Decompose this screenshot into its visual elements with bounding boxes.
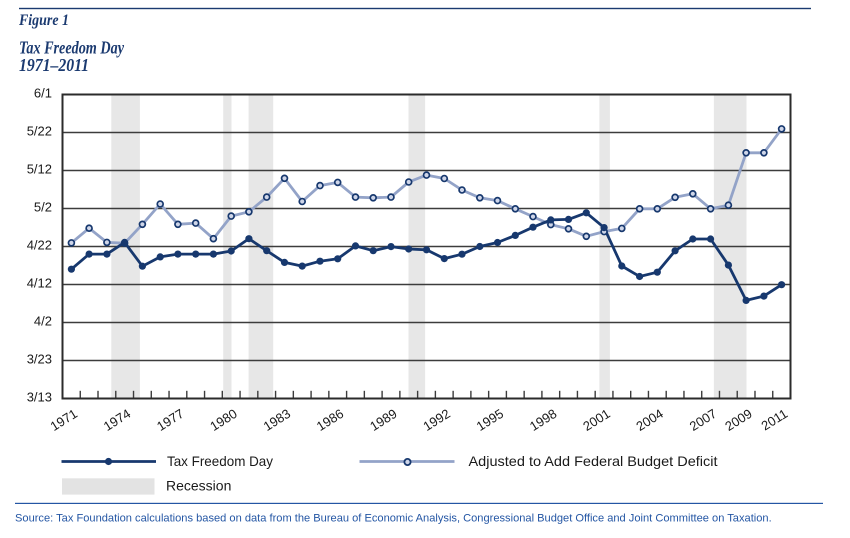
svg-text:Source: Tax Foundation calcula: Source: Tax Foundation calculations base… <box>15 513 772 525</box>
svg-text:Figure 1: Figure 1 <box>18 12 69 29</box>
svg-text:5/22: 5/22 <box>27 124 52 139</box>
svg-text:4/12: 4/12 <box>27 276 52 291</box>
svg-text:5/12: 5/12 <box>27 162 52 177</box>
svg-text:Recession: Recession <box>166 478 231 494</box>
svg-text:Adjusted to Add Federal Budget: Adjusted to Add Federal Budget Deficit <box>469 453 718 469</box>
svg-text:6/1: 6/1 <box>34 86 52 101</box>
svg-text:Tax Freedom Day: Tax Freedom Day <box>19 38 124 58</box>
svg-text:4/22: 4/22 <box>27 238 52 253</box>
svg-text:3/23: 3/23 <box>27 352 52 367</box>
svg-text:Tax Freedom Day: Tax Freedom Day <box>167 453 273 469</box>
svg-text:4/2: 4/2 <box>34 314 52 329</box>
svg-text:3/13: 3/13 <box>27 390 52 405</box>
svg-text:1971–2011: 1971–2011 <box>19 55 89 75</box>
svg-text:5/2: 5/2 <box>34 200 52 215</box>
